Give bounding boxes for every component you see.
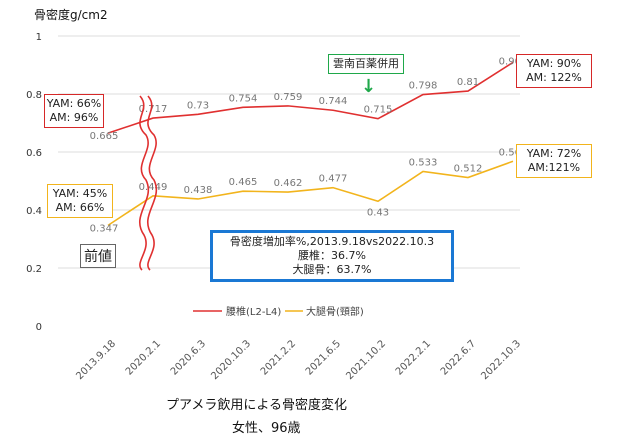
- data-label: 0.754: [229, 93, 258, 104]
- x-tick-label: 2022.2.1: [394, 338, 433, 377]
- y-axis-label: 骨密度g/cm2: [34, 8, 108, 22]
- pre-value-label: 前値: [80, 244, 116, 268]
- x-tick-label: 2020.10.3: [209, 338, 253, 382]
- series-line-lumbar: [107, 61, 514, 134]
- y-tick-label: 1: [36, 32, 42, 43]
- x-tick-label: 2013.9.18: [74, 338, 118, 382]
- legend-entry-femur: 大腿骨(頸部): [306, 305, 364, 318]
- data-label: 0.533: [409, 157, 438, 168]
- data-label: 0.347: [90, 223, 119, 234]
- legend: 腰椎(L2-L4) 大腿骨(頸部): [193, 305, 364, 318]
- data-label: 0.465: [229, 177, 258, 188]
- x-tick-labels: 2013.9.18 2020.2.1 2020.6.3 2020.10.3 2021.2…: [74, 338, 523, 382]
- yam-am-femur-end: YAM: 72% AM:121%: [516, 144, 592, 178]
- data-label: 0.568: [499, 147, 528, 158]
- series-line-femur: [107, 160, 514, 227]
- caption-subject: 女性、96歳: [232, 421, 301, 436]
- data-label: 0.665: [90, 131, 119, 142]
- yam-am-lumbar-start: YAM: 66% AM: 96%: [44, 94, 104, 128]
- y-tick-label: 0: [36, 322, 42, 333]
- x-tick-label: 2022.10.3: [479, 338, 523, 382]
- summary-box: 骨密度増加率%,2013.9.18vs2022.10.3 腰椎：36.7% 大腿…: [210, 230, 454, 282]
- data-label: 0.744: [319, 96, 348, 107]
- data-label: 0.449: [139, 182, 168, 193]
- x-tick-label: 2021.2.2: [259, 338, 298, 377]
- y-tick-labels: 0 0.2 0.4 0.6 0.8 1: [26, 32, 42, 333]
- data-label: 0.43: [367, 207, 389, 218]
- marker-arrow-icon: ↓: [361, 76, 377, 97]
- y-tick-label: 0.4: [26, 206, 42, 217]
- data-label: 0.438: [184, 185, 213, 196]
- data-label: 0.81: [457, 77, 479, 88]
- series-lines: [107, 61, 514, 227]
- break-mark: [138, 95, 149, 271]
- break-mark: [146, 95, 157, 271]
- data-label: 0.717: [139, 104, 168, 115]
- data-label: 0.477: [319, 174, 348, 185]
- x-tick-label: 2021.6.5: [304, 338, 343, 377]
- yam-am-femur-start: YAM: 45% AM: 66%: [47, 184, 113, 218]
- data-label: 0.798: [409, 81, 438, 92]
- data-label: 0.73: [187, 100, 209, 111]
- marker-label: 雲南百薬併用: [328, 54, 404, 74]
- data-labels: 0.665 0.717 0.73 0.754 0.759 0.744 0.715 0.798 0…: [90, 56, 528, 234]
- caption-title: プアメラ飲用による骨密度変化: [166, 398, 347, 413]
- data-label: 0.462: [274, 178, 303, 189]
- y-tick-label: 0.8: [26, 90, 42, 101]
- legend-entry-lumbar: 腰椎(L2-L4): [226, 305, 281, 318]
- y-tick-label: 0.6: [26, 148, 42, 159]
- x-tick-label: 2022.6.7: [439, 338, 478, 377]
- data-label: 0.715: [364, 105, 393, 116]
- x-tick-label: 2021.10.2: [344, 338, 388, 382]
- data-label: 0.512: [454, 164, 483, 175]
- yam-am-lumbar-end: YAM: 90% AM: 122%: [516, 54, 592, 88]
- data-label: 0.759: [274, 92, 303, 103]
- x-tick-label: 2020.2.1: [124, 338, 163, 377]
- y-tick-label: 0.2: [26, 264, 42, 275]
- x-tick-label: 2020.6.3: [169, 338, 208, 377]
- data-label: 0.909: [499, 56, 528, 67]
